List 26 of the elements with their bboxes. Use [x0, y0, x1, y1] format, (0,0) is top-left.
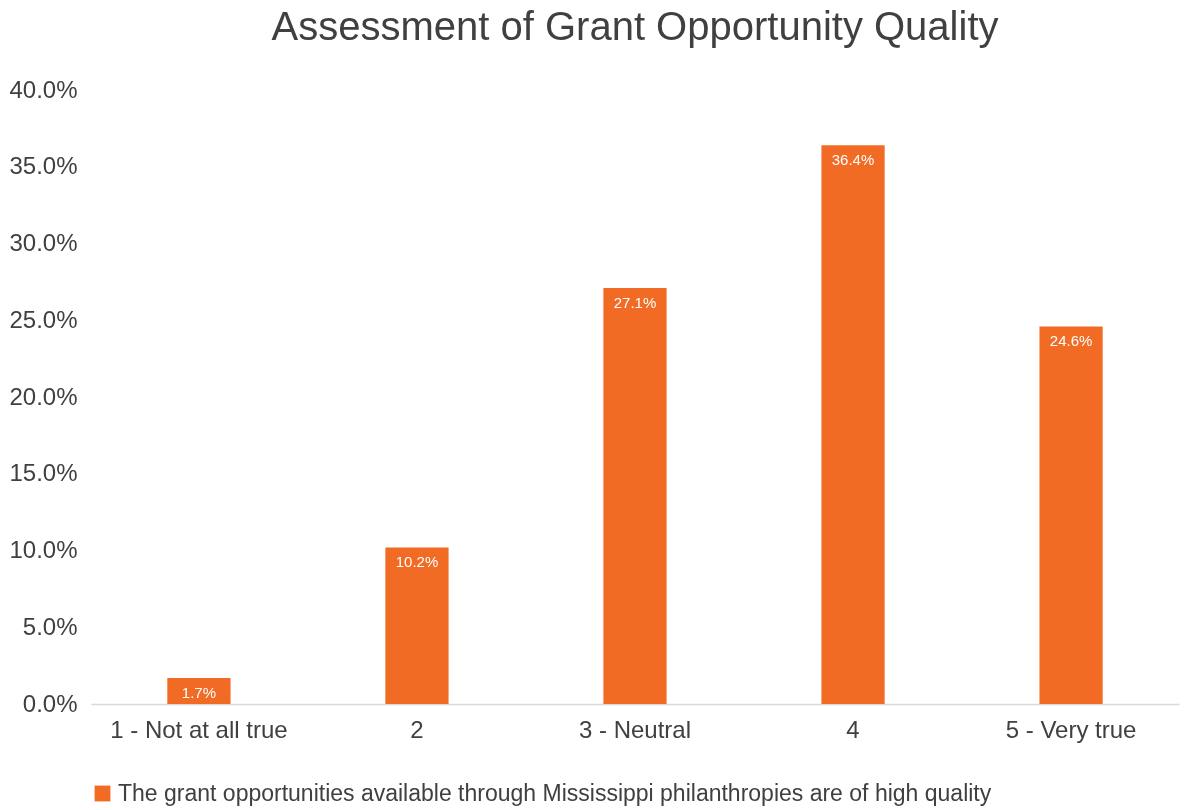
x-tick-label: 1 - Not at all true: [110, 715, 288, 743]
y-tick-label: 10.0%: [9, 536, 78, 563]
y-tick-label: 20.0%: [9, 382, 78, 410]
legend-label: The grant opportunities available through Mississippi philanthropies are of high quality: [118, 779, 992, 806]
data-label: 1.7%: [181, 683, 217, 701]
bar: [603, 288, 667, 704]
chart-title: Assessment of Grant Opportunity Quality: [271, 4, 999, 48]
data-label: 10.2%: [395, 553, 439, 571]
data-label: 36.4%: [831, 151, 875, 169]
bar: [385, 547, 449, 704]
bar: [167, 677, 231, 704]
y-tick-label: 15.0%: [9, 459, 78, 487]
y-tick-label: 30.0%: [9, 229, 78, 256]
x-tick-label: 4: [846, 715, 860, 743]
x-tick-label: 2: [410, 715, 424, 743]
data-label: 24.6%: [1049, 332, 1093, 350]
x-tick-label: 5 - Very true: [1005, 715, 1137, 743]
bar: [821, 145, 885, 704]
y-tick-label: 40.0%: [9, 75, 78, 103]
y-tick-label: 0.0%: [22, 689, 78, 717]
y-tick-label: 35.0%: [9, 152, 78, 180]
bar: [1039, 326, 1103, 704]
y-tick-label: 5.0%: [22, 612, 78, 640]
y-tick-label: 25.0%: [9, 305, 78, 333]
x-tick-label: 3 - Neutral: [578, 715, 692, 743]
data-label: 27.1%: [613, 294, 657, 312]
